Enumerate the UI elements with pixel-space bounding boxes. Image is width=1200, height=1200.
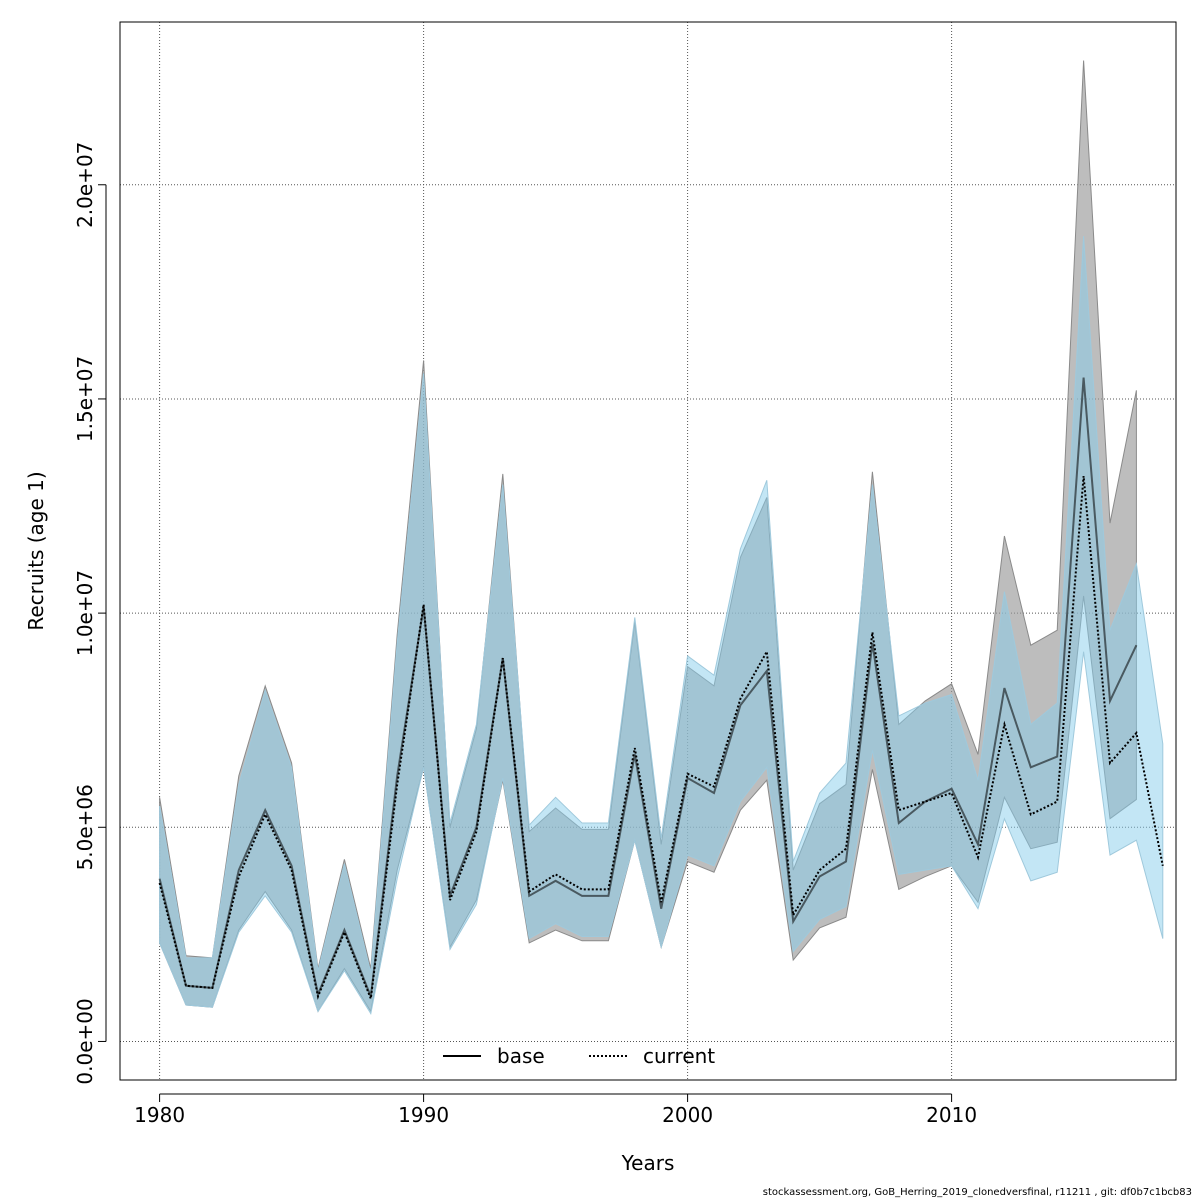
y-tick-label: 1.5e+07: [73, 356, 97, 442]
y-tick-label: 1.0e+07: [73, 570, 97, 656]
x-tick-label: 1990: [398, 1103, 449, 1127]
x-tick-label: 2000: [662, 1103, 713, 1127]
footer-credit: stockassessment.org, GoB_Herring_2019_cl…: [762, 1187, 1192, 1198]
x-axis: 1980 1990 2000 2010: [134, 1093, 977, 1127]
plot-area-frame: [119, 21, 1177, 1081]
series-lines: [158, 377, 1164, 1000]
line-current: [158, 475, 1164, 1000]
y-axis: 0.0e+00 5.0e+06 1.0e+07 1.5e+07 2.0e+07: [73, 142, 107, 1085]
y-tick-label: 2.0e+07: [73, 142, 97, 228]
y-tick-label: 5.0e+06: [73, 784, 97, 870]
confidence-bands: [159, 60, 1164, 1015]
line-base: [158, 377, 1138, 998]
legend-current-label: current: [643, 1044, 715, 1068]
y-axis-label: Recruits (age 1): [24, 471, 48, 630]
grid: [120, 22, 1176, 1080]
y-tick-label: 0.0e+00: [73, 998, 97, 1084]
x-tick-label: 1980: [134, 1103, 185, 1127]
legend: base current: [443, 1044, 715, 1068]
legend-base-label: base: [497, 1044, 545, 1068]
x-axis-label: Years: [621, 1151, 675, 1175]
band-current: [159, 236, 1164, 1015]
x-tick-label: 2010: [926, 1103, 977, 1127]
